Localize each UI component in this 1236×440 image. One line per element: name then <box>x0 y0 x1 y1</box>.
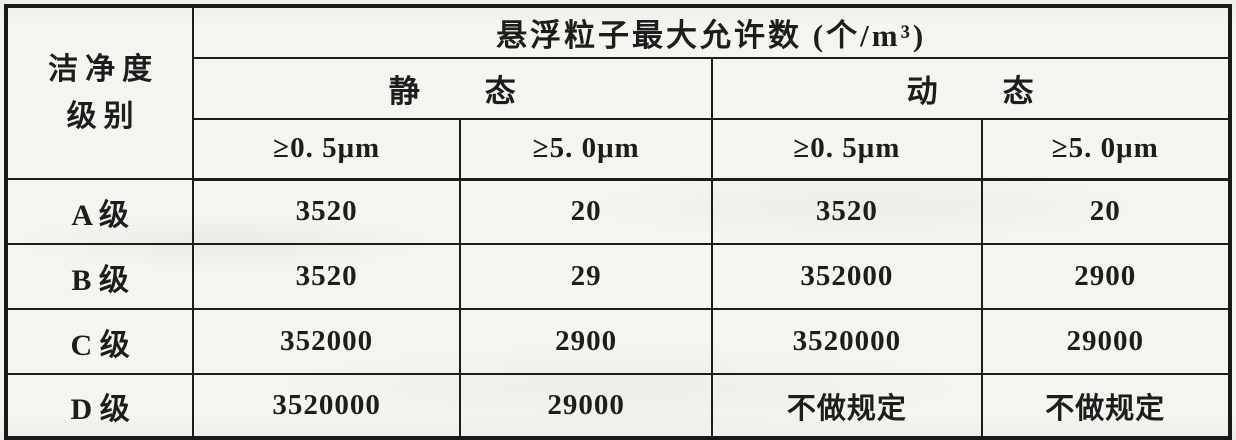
size-header-dynamic-0-5um: ≥0. 5μm <box>711 118 983 181</box>
data-cell: 29 <box>459 243 714 310</box>
table-row-class-c: C 级 352000 2900 3520000 29000 <box>4 308 1231 375</box>
group-header-static: 静 态 <box>192 57 714 120</box>
size-header-dynamic-5-0um: ≥5. 0μm <box>980 118 1231 181</box>
table-title-cell: 悬浮粒子最大允许数 (个/m³) <box>192 5 1231 59</box>
data-cell: 29000 <box>980 308 1231 375</box>
row-label: C 级 <box>4 308 195 375</box>
size-header-static-5-0um: ≥5. 0μm <box>459 118 714 181</box>
data-cell: 29000 <box>459 373 714 439</box>
table-row-class-a: A 级 3520 20 3520 20 <box>4 178 1231 245</box>
data-cell: 3520 <box>192 178 462 245</box>
table-row-class-b: B 级 3520 29 352000 2900 <box>4 243 1231 310</box>
data-cell: 不做规定 <box>980 373 1231 439</box>
data-cell: 3520 <box>711 178 983 245</box>
group-header-dynamic: 动 态 <box>711 57 1231 120</box>
data-cell: 2900 <box>459 308 714 375</box>
data-cell: 不做规定 <box>711 373 983 439</box>
cleanroom-particle-limits-table: 洁净度 级别 悬浮粒子最大允许数 (个/m³) 静 态 动 态 ≥0. 5μm … <box>4 4 1232 440</box>
size-header-static-0-5um: ≥0. 5μm <box>192 118 462 181</box>
corner-header-line2: 级别 <box>66 99 141 133</box>
row-label: A 级 <box>4 178 195 245</box>
table-header-row-sizes: ≥0. 5μm ≥5. 0μm ≥0. 5μm ≥5. 0μm <box>6 118 1231 181</box>
table-header-row-groups: 静 态 动 态 <box>6 57 1231 120</box>
data-cell: 20 <box>980 178 1231 245</box>
row-label: D 级 <box>4 373 195 439</box>
table-header-row-title: 洁净度 级别 悬浮粒子最大允许数 (个/m³) <box>4 5 1231 180</box>
table-row-class-d: D 级 3520000 29000 不做规定 不做规定 <box>4 373 1231 439</box>
row-label: B 级 <box>4 243 195 310</box>
data-cell: 3520000 <box>192 373 462 439</box>
data-cell: 20 <box>459 178 714 245</box>
corner-header-line1: 洁净度 <box>48 52 160 86</box>
data-cell: 2900 <box>980 243 1231 310</box>
data-cell: 352000 <box>192 308 462 375</box>
data-cell: 3520 <box>192 243 462 310</box>
data-cell: 3520000 <box>711 308 983 375</box>
data-cell: 352000 <box>711 243 983 310</box>
corner-header-cell: 洁净度 级别 <box>4 5 195 180</box>
